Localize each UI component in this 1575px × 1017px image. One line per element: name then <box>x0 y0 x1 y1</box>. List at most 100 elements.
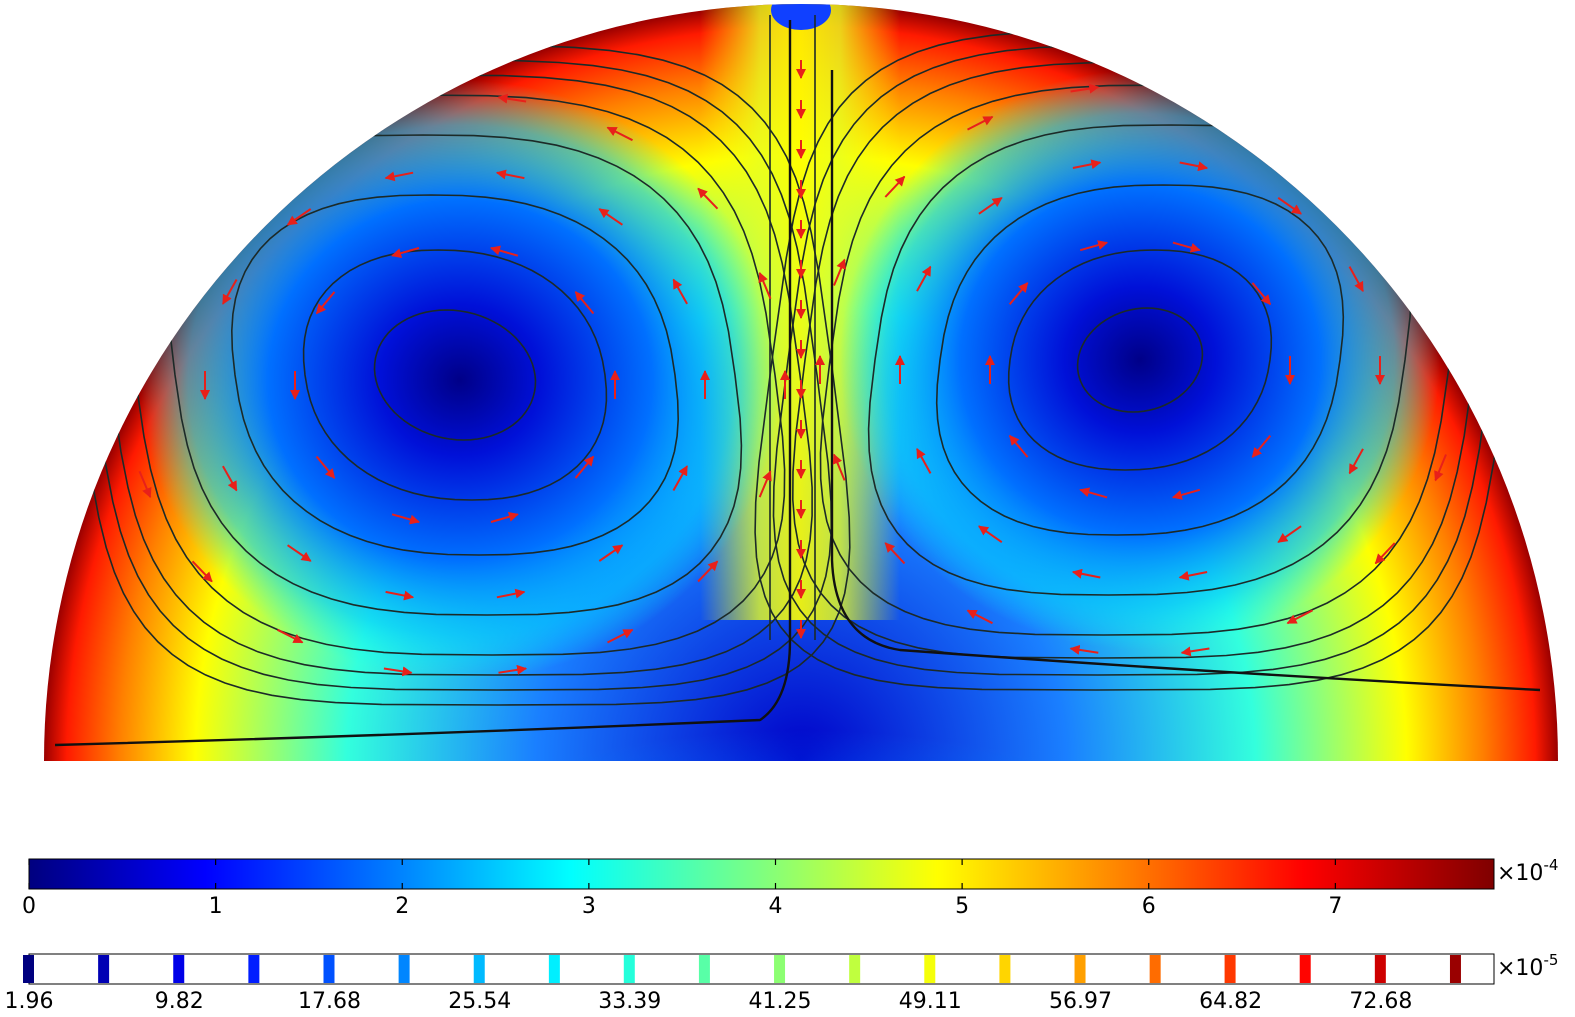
velocity-arrow <box>672 465 688 491</box>
velocity-arrow <box>978 525 1003 544</box>
level-legend-exponent: ×10-5 <box>1497 951 1558 981</box>
velocity-arrow <box>1070 83 1100 94</box>
level-legend-tick-label: 1.96 <box>5 989 54 1014</box>
streamline-left-boundary <box>54 20 792 747</box>
level-mark <box>248 955 260 983</box>
velocity-arrow <box>1079 240 1109 252</box>
velocity-arrow <box>1348 266 1364 292</box>
level-mark <box>98 955 110 983</box>
velocity-arrow <box>978 196 1003 215</box>
velocity-arrow <box>315 455 336 479</box>
velocity-arrow <box>384 171 414 182</box>
velocity-arrow <box>1374 542 1396 565</box>
velocity-arrow <box>697 187 719 210</box>
streamline-left <box>167 134 743 616</box>
velocity-arrow <box>1277 196 1302 215</box>
level-legend-tick-label: 64.82 <box>1199 989 1262 1014</box>
velocity-arrow <box>598 544 624 562</box>
level-mark <box>1074 955 1086 983</box>
streamline-right-boundary <box>830 70 1541 692</box>
velocity-arrow <box>1287 115 1314 131</box>
velocity-arrow <box>222 465 238 492</box>
velocity-arrow <box>832 453 846 481</box>
velocity-arrow <box>1071 568 1101 579</box>
velocity-arrow <box>1277 525 1302 544</box>
velocity-arrow <box>276 126 303 142</box>
level-mark <box>1449 955 1461 983</box>
velocity-arrow <box>606 126 633 142</box>
level-mark <box>398 955 410 983</box>
velocity-arrow <box>391 513 420 525</box>
velocity-arrow <box>574 455 595 479</box>
colorbar-tick-label: 0 <box>22 894 36 919</box>
streamline-left <box>302 249 608 501</box>
velocity-arrow <box>1286 609 1313 625</box>
velocity-arrow <box>1180 646 1210 657</box>
level-mark <box>548 955 560 983</box>
velocity-arrow <box>1072 159 1102 170</box>
velocity-arrow <box>1374 175 1396 198</box>
level-legend: 1.96 9.82 17.68 25.54 33.39 41.25 49.11 56.97 64… <box>5 951 1559 1014</box>
colorbar-exponent: ×10-4 <box>1497 856 1558 886</box>
velocity-arrow <box>138 470 152 499</box>
colorbar-tick-label: 2 <box>395 894 409 919</box>
velocity-arrow <box>916 448 932 474</box>
velocity-arrow <box>884 542 906 565</box>
velocity-arrow <box>391 247 420 259</box>
colorbar: 0 1 2 3 4 5 6 7 ×10-4 <box>22 856 1558 919</box>
velocity-heatmap <box>44 4 1558 761</box>
streamline-right <box>1007 249 1273 471</box>
streamline-right <box>935 184 1345 536</box>
velocity-arrow <box>967 115 994 131</box>
velocity-arrow <box>1251 282 1272 306</box>
level-mark <box>924 955 936 983</box>
level-mark <box>473 955 485 983</box>
velocity-arrow <box>222 279 238 305</box>
velocity-arrow <box>607 628 634 644</box>
level-legend-tick-label: 49.11 <box>899 989 962 1014</box>
velocity-arrow <box>191 187 213 210</box>
level-legend-frame <box>28 953 1495 985</box>
velocity-arrow <box>1079 487 1108 499</box>
level-legend-tick-label: 33.39 <box>598 989 661 1014</box>
velocity-arrow <box>1434 454 1447 482</box>
velocity-arrow <box>498 664 528 675</box>
level-legend-tick-label: 56.97 <box>1049 989 1112 1014</box>
velocity-arrow <box>385 590 415 601</box>
velocity-arrows <box>120 60 1465 677</box>
colorbar-tick-label: 1 <box>209 894 223 919</box>
colorbar-tick-label: 4 <box>768 894 782 919</box>
level-mark <box>1374 955 1386 983</box>
streamline-left <box>230 194 680 556</box>
level-legend-marks: 1.96 9.82 17.68 25.54 33.39 41.25 49.11 56.97 64… <box>5 955 1461 1014</box>
velocity-arrow <box>490 511 519 523</box>
level-legend-exponent-power: -5 <box>1543 951 1558 969</box>
velocity-arrow <box>1171 488 1201 500</box>
velocity-arrow <box>1008 282 1029 305</box>
level-legend-tick-label: 41.25 <box>749 989 812 1014</box>
velocity-arrow <box>383 666 413 677</box>
velocity-arrow <box>1434 259 1448 287</box>
velocity-arrow <box>287 544 312 562</box>
velocity-arrow <box>497 93 527 104</box>
level-mark <box>323 955 335 983</box>
velocity-arrow <box>916 265 932 292</box>
level-legend-tick-label: 72.68 <box>1349 989 1412 1014</box>
level-mark <box>1299 955 1311 983</box>
bottom-stagnation <box>381 570 1221 761</box>
velocity-arrow <box>1179 161 1209 172</box>
level-mark <box>623 955 635 983</box>
level-mark <box>849 955 861 983</box>
level-legend-tick-label: 25.54 <box>448 989 511 1014</box>
right-vortex-core <box>840 70 1440 650</box>
colorbar-tick-label: 3 <box>582 894 596 919</box>
center-stagnation <box>771 4 831 30</box>
velocity-arrow <box>191 560 213 583</box>
velocity-arrow <box>1069 644 1099 655</box>
velocity-arrow <box>1251 435 1272 458</box>
velocity-arrow <box>1178 570 1208 581</box>
velocity-arrow <box>1348 448 1364 475</box>
velocity-arrow <box>382 95 412 106</box>
level-mark <box>1149 955 1161 983</box>
